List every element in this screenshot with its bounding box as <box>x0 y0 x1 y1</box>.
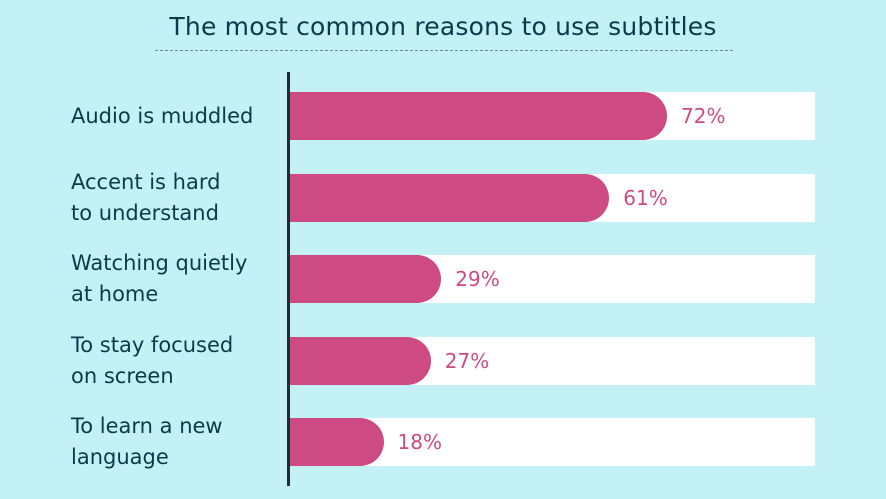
bar <box>289 92 667 140</box>
category-label: To learn a new language <box>71 414 223 469</box>
y-axis-line <box>287 72 290 486</box>
bar <box>289 255 442 303</box>
category-label: Accent is hard to understand <box>71 170 221 225</box>
chart-title: The most common reasons to use subtitles <box>169 12 717 41</box>
bar <box>289 337 431 385</box>
bar-track: 29% <box>289 255 815 303</box>
category-label: To stay focused on screen <box>71 333 234 388</box>
bar-track: 61% <box>289 174 815 222</box>
bar-track: 72% <box>289 92 815 140</box>
bar-track: 27% <box>289 337 815 385</box>
category-label: Watching quietly at home <box>71 251 248 306</box>
bar <box>289 174 610 222</box>
value-label: 72% <box>681 104 726 128</box>
value-label: 29% <box>455 267 500 291</box>
title-divider <box>155 50 733 51</box>
value-label: 61% <box>623 186 668 210</box>
value-label: 18% <box>397 430 442 454</box>
value-label: 27% <box>444 349 490 373</box>
bar-track: 18% <box>289 418 815 466</box>
category-label: Audio is muddled <box>71 103 254 128</box>
bar <box>289 418 384 466</box>
